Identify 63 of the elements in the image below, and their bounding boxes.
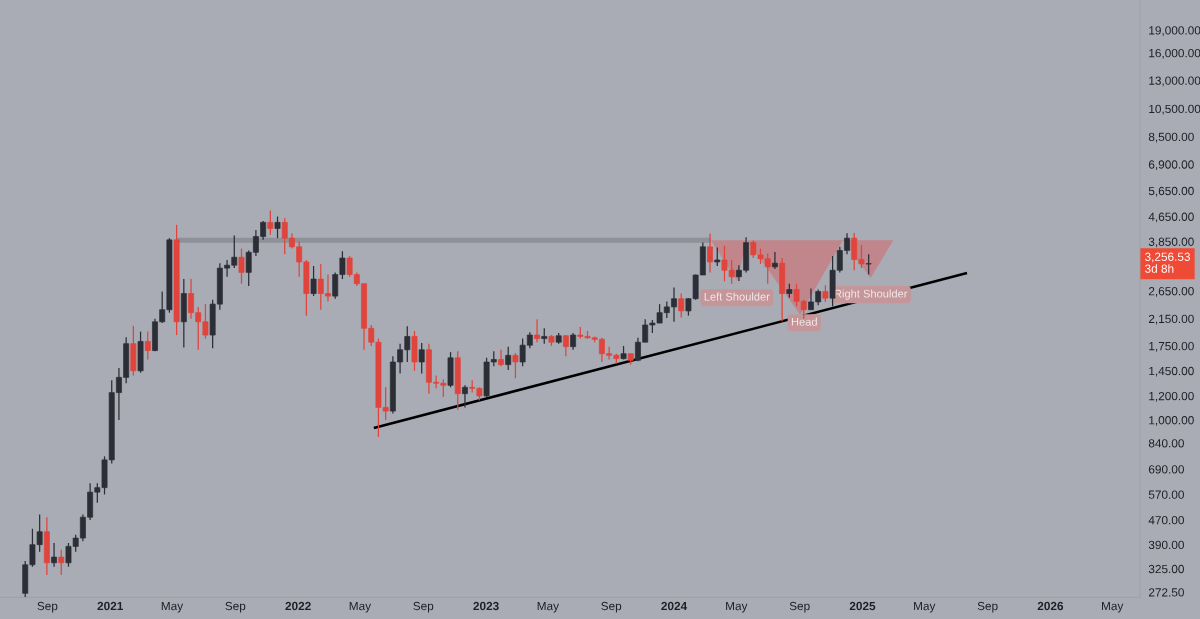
x-tick-label: Sep — [37, 601, 58, 613]
x-tick-label: May — [726, 601, 748, 613]
candlestick — [865, 253, 872, 276]
x-tick-label: May — [537, 601, 559, 613]
candlestick — [462, 384, 468, 409]
candlestick — [772, 251, 778, 270]
y-tick-label: 2,650.00 — [1148, 287, 1194, 297]
y-tick-label: 1,200.00 — [1149, 391, 1194, 402]
annotation: Left Shoulder — [704, 292, 770, 301]
candlestick — [714, 246, 721, 267]
x-tick-label: May — [349, 601, 372, 613]
candlestick — [274, 215, 281, 239]
y-tick-label: 13,000.00 — [1149, 76, 1200, 87]
x-tick-label: Sep — [601, 601, 622, 613]
candlestick — [707, 232, 713, 274]
y-tick-label: 8,500.00 — [1148, 132, 1194, 143]
y-tick-label: 16,000.00 — [1149, 48, 1200, 59]
y-tick-label: 690.00 — [1148, 465, 1184, 474]
annotation: Head — [791, 317, 817, 326]
y-tick-label: 325.00 — [1148, 564, 1184, 574]
x-tick-label: 2022 — [285, 601, 311, 611]
y-tick-label: 570.00 — [1148, 490, 1184, 499]
candlestick — [144, 330, 151, 361]
x-tick-label: 2021 — [97, 601, 123, 611]
candlestick — [562, 334, 569, 357]
y-tick-label: 4,650.00 — [1148, 212, 1194, 223]
candlestick — [678, 292, 685, 319]
candlestick — [498, 349, 504, 367]
x-tick-label: Sep — [225, 601, 246, 613]
y-tick-label: 2,150.00 — [1148, 314, 1194, 325]
candlestick — [418, 342, 425, 375]
text: 3,256.53 — [1145, 252, 1190, 263]
y-tick-label: 390.00 — [1148, 540, 1184, 550]
text: 3d 8h — [1145, 264, 1174, 273]
candlestick — [534, 318, 540, 343]
candlestick — [310, 265, 317, 297]
y-tick-label: 1,450.00 — [1149, 366, 1194, 377]
y-tick-label: 10,500.00 — [1149, 104, 1200, 115]
candlestick — [505, 346, 512, 371]
x-tick-label: Sep — [977, 601, 998, 613]
y-tick-label: 1,000.00 — [1149, 416, 1194, 426]
x-tick-label: 2025 — [849, 601, 876, 611]
x-tick-label: 2024 — [661, 601, 688, 611]
y-tick-label: 1,750.00 — [1149, 341, 1194, 352]
x-tick-label: May — [161, 601, 184, 613]
candlestick — [58, 549, 65, 576]
y-tick-label: 3,850.00 — [1148, 237, 1194, 248]
y-tick-label: 840.00 — [1148, 439, 1184, 448]
x-tick-label: 2026 — [1037, 601, 1064, 611]
y-tick-label: 19,000.00 — [1149, 26, 1200, 36]
x-tick-label: 2023 — [473, 601, 499, 611]
candlestick — [238, 247, 245, 285]
x-tick-label: Sep — [789, 601, 810, 613]
y-tick-label: 272.50 — [1148, 588, 1184, 597]
x-tick-label: May — [914, 601, 936, 613]
candlestick — [51, 542, 57, 568]
candlestick — [512, 352, 519, 379]
y-tick-label: 470.00 — [1148, 516, 1184, 525]
y-tick-label: 6,900.00 — [1148, 160, 1194, 171]
x-tick-label: Sep — [413, 601, 434, 613]
candlestick — [267, 209, 274, 236]
y-tick-label: 5,650.00 — [1148, 186, 1194, 197]
x-tick-label: May — [1102, 601, 1124, 613]
